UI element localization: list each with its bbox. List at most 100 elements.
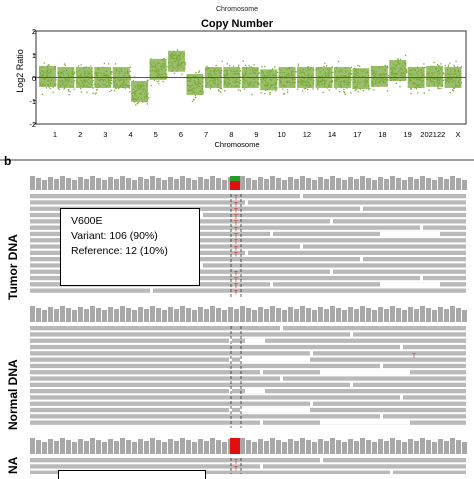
data-point	[451, 89, 454, 91]
coverage-bar	[408, 177, 413, 190]
read	[30, 389, 229, 394]
coverage-bar	[300, 306, 305, 322]
coverage-bar	[264, 309, 269, 322]
coverage-bar	[84, 309, 89, 322]
data-point	[453, 64, 455, 67]
coverage-bar	[42, 310, 47, 322]
coverage-bar	[258, 307, 263, 322]
data-point	[45, 87, 48, 89]
read	[30, 470, 390, 474]
data-point	[73, 88, 75, 90]
coverage-bar	[216, 440, 221, 454]
data-point	[206, 65, 208, 67]
x-tick-label: X	[455, 130, 461, 139]
data-point	[437, 86, 439, 88]
variant-coverage	[230, 438, 240, 454]
coverage-bar	[336, 308, 341, 322]
coverage-bar	[108, 307, 113, 322]
coverage-bar	[186, 308, 191, 322]
chart-title: Copy Number	[200, 18, 274, 30]
coverage-bar	[306, 440, 311, 454]
variant-base: T	[234, 202, 238, 208]
data-point	[129, 91, 131, 93]
data-point	[423, 63, 425, 65]
read	[30, 420, 260, 425]
coverage-bar	[168, 439, 173, 454]
coverage-bar	[126, 440, 131, 454]
coverage-bar	[96, 178, 101, 190]
coverage-bar	[348, 307, 353, 322]
data-point	[215, 64, 217, 67]
coverage-bar	[306, 178, 311, 190]
data-band	[186, 74, 204, 95]
data-point	[68, 94, 70, 96]
data-point	[444, 64, 446, 67]
data-point	[306, 88, 309, 91]
coverage-bar	[174, 309, 179, 322]
data-point	[132, 79, 135, 82]
read	[30, 275, 420, 281]
coverage-bar	[36, 308, 41, 322]
data-point	[111, 71, 113, 73]
data-point	[73, 80, 76, 82]
data-point	[457, 66, 459, 68]
coverage-bar	[390, 306, 395, 322]
variant-base: T	[234, 466, 238, 472]
x-tick-label: 8	[229, 130, 234, 139]
data-point	[48, 64, 50, 66]
read	[30, 338, 229, 343]
read	[248, 200, 466, 205]
read	[232, 389, 466, 394]
variant-base: T	[234, 272, 238, 278]
data-point	[258, 82, 260, 84]
data-point	[258, 72, 260, 75]
data-point	[137, 101, 140, 104]
data-point	[110, 70, 113, 73]
data-point	[52, 86, 54, 88]
data-point	[395, 82, 397, 84]
coverage-bar	[462, 310, 467, 322]
coverage-bar	[384, 179, 389, 190]
data-point	[142, 101, 144, 103]
coverage-bar	[300, 438, 305, 454]
data-band	[131, 80, 149, 102]
data-point	[305, 87, 307, 89]
coverage-bar	[246, 178, 251, 190]
coverage-bar	[90, 176, 95, 190]
data-point	[339, 90, 341, 93]
data-point	[194, 94, 197, 97]
coverage-bar	[246, 308, 251, 322]
coverage-bar	[162, 442, 167, 454]
coverage-bar	[72, 310, 77, 322]
data-point	[176, 49, 179, 51]
coverage-bar	[438, 307, 443, 322]
data-point	[110, 79, 113, 81]
data-point	[326, 65, 328, 67]
data-point	[52, 91, 54, 93]
coverage-bar	[144, 179, 149, 190]
coverage-bar	[114, 309, 119, 322]
data-point	[322, 91, 324, 94]
data-point	[218, 90, 220, 92]
coverage-track	[30, 176, 467, 190]
coverage-bar	[78, 177, 83, 190]
coverage-bar	[30, 306, 35, 322]
data-point	[85, 66, 87, 68]
coverage-bar	[216, 308, 221, 322]
coverage-bar	[84, 441, 89, 454]
coverage-bar	[258, 177, 263, 190]
variant-annotation-box: V600E Variant: 106 (90%) Reference: 12 (…	[60, 208, 200, 286]
coverage-bar	[216, 178, 221, 190]
data-point	[406, 70, 408, 72]
data-point	[460, 66, 463, 68]
read	[30, 332, 350, 337]
coverage-bar	[168, 177, 173, 190]
data-point	[129, 85, 131, 87]
coverage-bar	[354, 441, 359, 454]
coverage-bar	[288, 307, 293, 322]
coverage-bar	[324, 309, 329, 322]
data-band	[168, 50, 185, 72]
data-point	[250, 66, 252, 68]
coverage-bar	[246, 440, 251, 454]
coverage-bar	[210, 438, 215, 454]
